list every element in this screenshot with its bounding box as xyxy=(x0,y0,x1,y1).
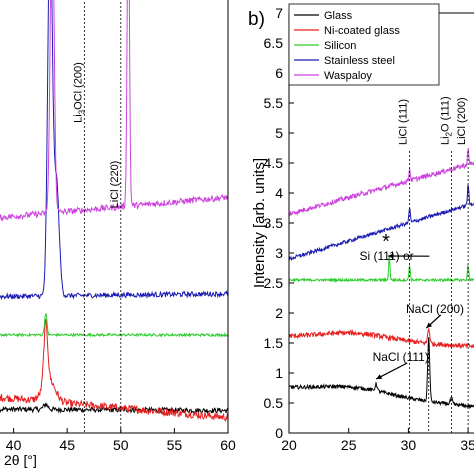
y-tick-label: 5.5 xyxy=(264,95,284,111)
y-axis-label: Intensity [arb. units] xyxy=(251,158,268,288)
y-tick-label: 7 xyxy=(275,5,283,21)
series-line-waspaloy xyxy=(289,147,474,216)
x-tick-label: 35 xyxy=(460,437,474,453)
y-tick-label: 2 xyxy=(275,305,283,321)
panel-b: LiCl (111) Li2O (111) LiCl (200)20 25 30 3500… xyxy=(248,3,474,453)
y-tick-label: 1.5 xyxy=(264,335,284,351)
y-tick-label: 0 xyxy=(275,425,283,441)
legend-entry: Ni-coated glass xyxy=(324,25,400,37)
annotation-label: NaCl (200) xyxy=(406,302,464,316)
y-tick-label: 4 xyxy=(275,185,283,201)
annotation-label: Si (111) or xyxy=(359,249,413,263)
annotation-arrow xyxy=(375,362,408,380)
plot-area xyxy=(0,0,228,433)
x-tick-label: 25 xyxy=(341,437,357,453)
x-tick-label: 45 xyxy=(59,437,75,453)
series-line-3 xyxy=(0,0,228,301)
legend-entry: Glass xyxy=(324,10,353,22)
annotation-star: * xyxy=(382,231,390,253)
x-tick-label: 40 xyxy=(6,437,22,453)
x-tick-label: 20 xyxy=(281,437,297,453)
y-tick-label: 3.5 xyxy=(264,215,284,231)
legend: Glass Ni-coated glass Silicon Stainless ste… xyxy=(288,3,440,86)
reference-label: LiCl (200) xyxy=(456,97,468,145)
plot-area xyxy=(289,147,474,433)
series-line-2 xyxy=(0,312,228,338)
y-tick-label: 3 xyxy=(275,245,283,261)
y-tick-label: 6 xyxy=(275,65,283,81)
series-line-stainless-steel xyxy=(289,184,474,262)
y-tick-label: 1 xyxy=(275,365,283,381)
annotation-label: NaCl (111) xyxy=(373,350,429,364)
series-line-ni-coated-glass xyxy=(289,328,474,350)
legend-entry: Stainless steel xyxy=(324,55,395,67)
series-line-1 xyxy=(0,318,228,423)
reference-label: Li3OCl (200) xyxy=(72,62,86,123)
y-tick-label: 0.5 xyxy=(264,395,284,411)
x-tick-label: 30 xyxy=(401,437,417,453)
reference-label: Li2O (111) xyxy=(439,96,453,145)
annotation-arrowhead xyxy=(426,322,433,328)
y-tick-label: 2.5 xyxy=(264,275,284,291)
series-line-silicon xyxy=(289,254,474,284)
x-axis-label: 2θ [°] xyxy=(4,452,37,468)
series-line-4 xyxy=(0,0,228,223)
y-tick-label: 6.5 xyxy=(264,35,284,51)
legend-entry: Waspaloy xyxy=(324,70,372,82)
axes-frame xyxy=(0,0,229,434)
y-tick-label: 4.5 xyxy=(264,155,284,171)
y-tick-label: 5 xyxy=(275,125,283,141)
reference-label: LiCl (220) xyxy=(109,161,121,209)
panel-a: Li3OCl (200) LiCl (220) 40 45 50 55 60 2θ [°] xyxy=(0,0,236,468)
x-tick-label: 60 xyxy=(220,437,236,453)
x-tick-label: 50 xyxy=(113,437,129,453)
annotation-arrowhead xyxy=(388,253,394,259)
annotation-arrowhead xyxy=(376,374,383,379)
reference-label: LiCl (111) xyxy=(398,99,410,145)
x-tick-label: 55 xyxy=(167,437,183,453)
panel-label: b) xyxy=(248,9,265,30)
legend-entry: Silicon xyxy=(324,40,356,52)
series-line-glass xyxy=(289,337,474,410)
